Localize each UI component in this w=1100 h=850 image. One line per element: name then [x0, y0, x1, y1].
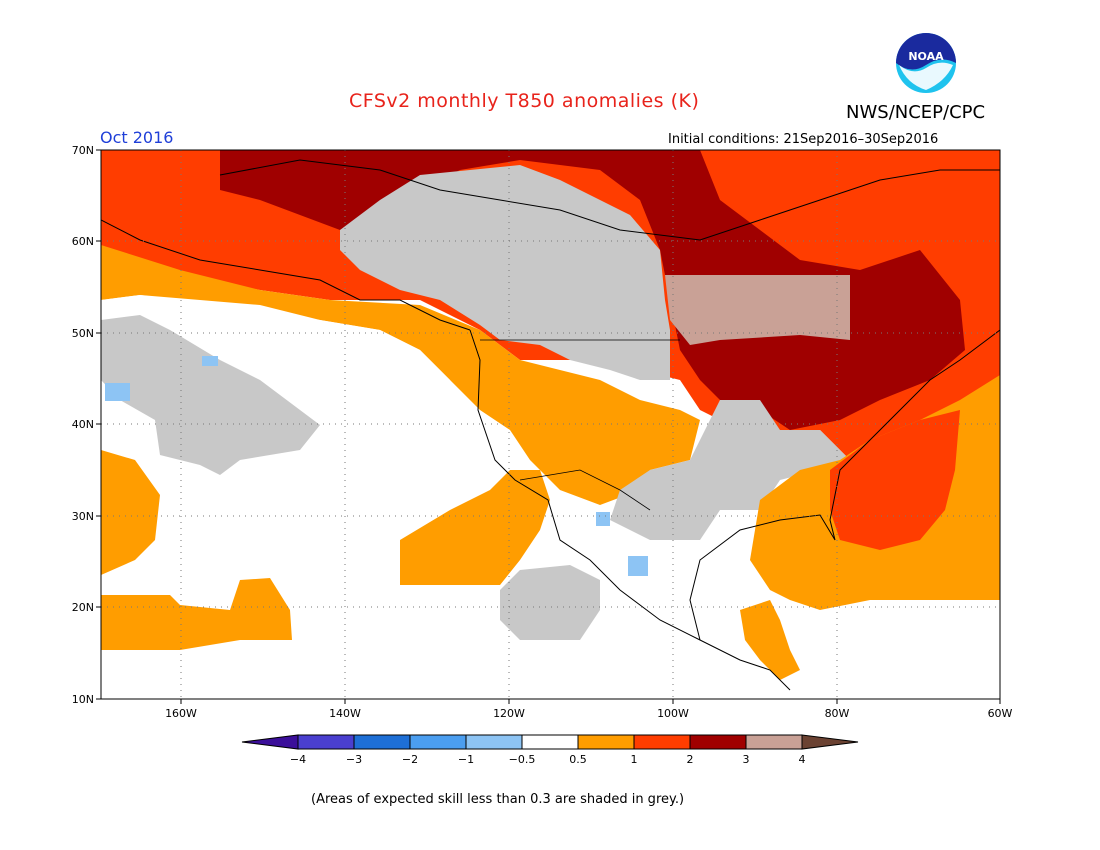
coastline-north-america — [469, 329, 791, 691]
colorbar-bin — [745, 734, 803, 750]
colorbar-bin — [577, 734, 635, 750]
lat-tick-label: 10N — [72, 693, 94, 706]
lon-tick-label: 100W — [657, 707, 689, 720]
lon-tick-label: 80W — [825, 707, 850, 720]
colorbar-tick-label: −2 — [402, 753, 418, 766]
initial-conditions-label: Initial conditions: 21Sep2016–30Sep2016 — [668, 132, 939, 147]
anomaly-region-baja — [400, 470, 550, 585]
anomaly-region-plus3 — [665, 275, 850, 345]
colorbar-tick-label: −0.5 — [509, 753, 536, 766]
lat-tick-label: 40N — [72, 418, 94, 431]
anomaly-region-negative-3 — [596, 512, 610, 526]
anomaly-region-hawaii — [101, 578, 292, 650]
coastline-alaska — [101, 219, 471, 331]
anomaly-region-north-core — [220, 150, 965, 430]
latitude-axis — [96, 149, 101, 700]
colorbar-arrow-high — [801, 734, 859, 750]
colorbar-bin — [409, 734, 467, 750]
lat-tick-label: 70N — [72, 144, 94, 157]
skill-footnote: (Areas of expected skill less than 0.3 a… — [311, 792, 685, 807]
mexico-border — [519, 469, 651, 511]
anomaly-region-central-america — [740, 600, 800, 680]
lat-tick-label: 50N — [72, 327, 94, 340]
longitude-axis — [180, 699, 1001, 704]
color-bar: −4 −3 −2 −1 −0.5 0.5 1 2 3 4 — [241, 734, 859, 766]
colorbar-tick-label: 3 — [743, 753, 750, 766]
colorbar-tick-label: 2 — [687, 753, 694, 766]
low-skill-region-mexico — [500, 565, 600, 640]
colorbar-bin — [633, 734, 691, 750]
anomaly-region-negative-2 — [202, 356, 218, 366]
forecast-month-label: Oct 2016 — [100, 128, 174, 147]
colorbar-bin — [297, 734, 355, 750]
lat-tick-label: 20N — [72, 601, 94, 614]
anomaly-region-negative-4 — [628, 556, 648, 576]
colorbar-tick-label: −3 — [346, 753, 362, 766]
lat-tick-label: 30N — [72, 510, 94, 523]
colorbar-bin — [521, 734, 579, 750]
lon-tick-label: 60W — [988, 707, 1013, 720]
colorbar-tick-label: 0.5 — [569, 753, 587, 766]
lon-tick-label: 120W — [493, 707, 525, 720]
coastline-gulf — [689, 329, 1000, 641]
colorbar-tick-label: −4 — [290, 753, 306, 766]
colorbar-bin — [465, 734, 523, 750]
colorbar-tick-label: 4 — [799, 753, 806, 766]
colorbar-bin — [353, 734, 411, 750]
colorbar-arrow-low — [241, 734, 299, 750]
lon-tick-label: 140W — [329, 707, 361, 720]
coastline-arctic — [219, 159, 1000, 241]
anomaly-region-negative-1 — [105, 383, 130, 401]
anomaly-region-subtropical-pacific — [101, 450, 160, 575]
noaa-logo: NOAA — [896, 33, 956, 93]
organization-label: NWS/NCEP/CPC — [846, 102, 986, 123]
lat-tick-label: 60N — [72, 235, 94, 248]
anomaly-region-atlantic-strong — [830, 410, 960, 550]
chart-title: CFSv2 monthly T850 anomalies (K) — [349, 90, 700, 112]
lon-tick-label: 160W — [165, 707, 197, 720]
colorbar-bin — [689, 734, 747, 750]
colorbar-tick-label: −1 — [458, 753, 474, 766]
anomaly-field — [101, 150, 1000, 699]
colorbar-tick-label: 1 — [631, 753, 638, 766]
logo-text: NOAA — [908, 50, 944, 63]
low-skill-region-pacific — [101, 315, 320, 475]
low-skill-region-us — [610, 400, 850, 540]
